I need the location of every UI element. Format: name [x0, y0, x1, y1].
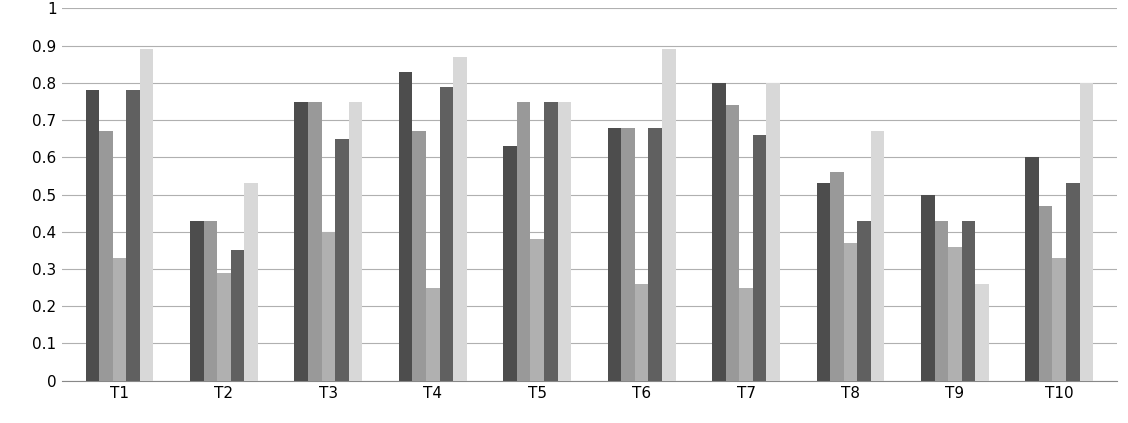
Bar	[86, 91, 99, 381]
Bar	[752, 135, 766, 381]
Bar	[426, 288, 440, 381]
Bar	[453, 57, 467, 381]
Bar	[140, 49, 153, 381]
Bar	[126, 91, 140, 381]
Bar	[203, 221, 217, 381]
Bar	[766, 83, 779, 381]
Bar	[662, 49, 676, 381]
Bar	[544, 102, 557, 381]
Bar	[712, 83, 725, 381]
Bar	[817, 184, 830, 381]
Bar	[349, 102, 362, 381]
Bar	[517, 102, 530, 381]
Bar	[725, 105, 739, 381]
Bar	[113, 258, 126, 381]
Bar	[635, 284, 649, 381]
Bar	[308, 102, 321, 381]
Bar	[934, 221, 948, 381]
Bar	[557, 102, 571, 381]
Bar	[217, 273, 231, 381]
Bar	[321, 232, 335, 381]
Bar	[245, 184, 258, 381]
Bar	[1079, 83, 1093, 381]
Bar	[649, 128, 662, 381]
Bar	[294, 102, 308, 381]
Bar	[503, 146, 517, 381]
Bar	[335, 139, 349, 381]
Bar	[1052, 258, 1066, 381]
Bar	[608, 128, 622, 381]
Bar	[1039, 206, 1052, 381]
Bar	[739, 288, 752, 381]
Bar	[440, 87, 453, 381]
Bar	[231, 250, 245, 381]
Bar	[190, 221, 203, 381]
Bar	[844, 243, 857, 381]
Bar	[1025, 157, 1039, 381]
Bar	[622, 128, 635, 381]
Bar	[399, 72, 413, 381]
Bar	[413, 131, 426, 381]
Bar	[530, 239, 544, 381]
Bar	[1066, 184, 1079, 381]
Bar	[948, 247, 962, 381]
Bar	[871, 131, 884, 381]
Bar	[920, 195, 934, 381]
Bar	[962, 221, 976, 381]
Bar	[976, 284, 989, 381]
Bar	[857, 221, 871, 381]
Bar	[830, 172, 844, 381]
Bar	[99, 131, 113, 381]
